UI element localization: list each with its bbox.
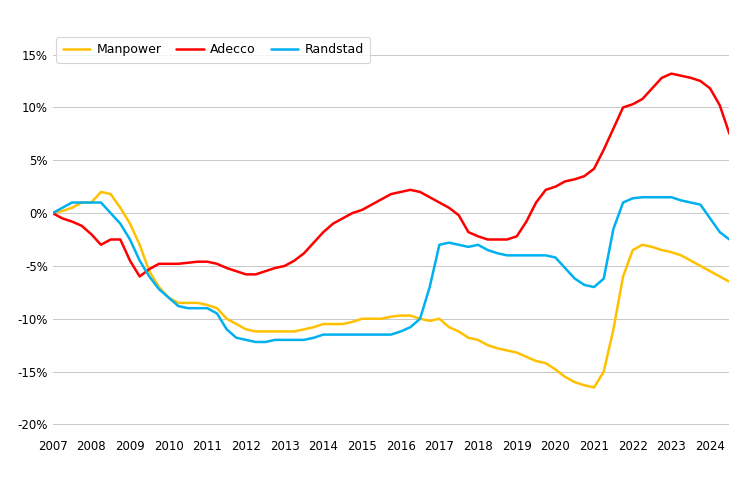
Randstad xyxy=(705,216,714,221)
Line: Adecco: Adecco xyxy=(53,74,729,276)
Adecco xyxy=(68,218,77,224)
Manpower xyxy=(725,279,734,284)
Manpower xyxy=(677,252,686,258)
Randstad xyxy=(725,237,734,242)
Randstad xyxy=(68,200,77,206)
Randstad xyxy=(677,197,686,203)
Adecco xyxy=(705,86,714,91)
Manpower xyxy=(68,205,77,211)
Randstad xyxy=(638,195,647,200)
Randstad xyxy=(251,339,260,345)
Randstad xyxy=(145,273,154,279)
Adecco xyxy=(464,229,473,235)
Adecco xyxy=(387,191,396,197)
Adecco xyxy=(677,73,686,78)
Manpower xyxy=(464,335,473,341)
Adecco xyxy=(135,273,144,279)
Randstad xyxy=(48,210,57,216)
Adecco xyxy=(48,210,57,216)
Adecco xyxy=(725,131,734,137)
Manpower xyxy=(48,210,57,216)
Manpower xyxy=(590,385,599,391)
Line: Manpower: Manpower xyxy=(53,192,729,388)
Adecco xyxy=(667,71,676,76)
Manpower xyxy=(96,189,105,195)
Adecco xyxy=(154,261,163,267)
Manpower xyxy=(387,314,396,319)
Legend: Manpower, Adecco, Randstad: Manpower, Adecco, Randstad xyxy=(56,37,370,63)
Manpower xyxy=(154,284,163,290)
Randstad xyxy=(387,332,396,337)
Line: Randstad: Randstad xyxy=(53,197,729,342)
Manpower xyxy=(705,268,714,274)
Randstad xyxy=(464,244,473,250)
